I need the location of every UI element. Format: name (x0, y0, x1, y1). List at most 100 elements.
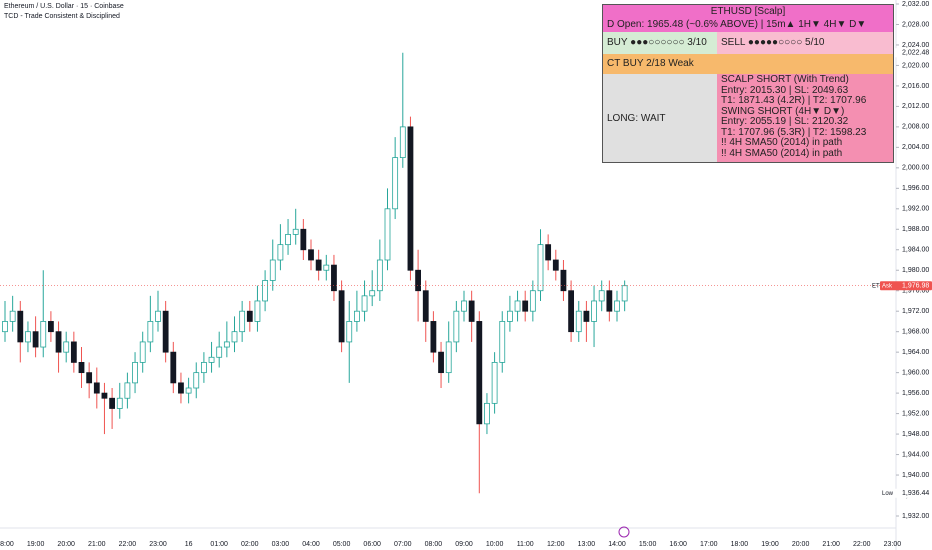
info-panel: ETHUSD [Scalp] D Open: 1965.48 (~0.6% AB… (602, 4, 894, 163)
y-tick-label: 1,984.00 (902, 247, 929, 254)
candle-body (392, 157, 399, 210)
signal-line: T1: 1871.43 (4.2R) | T2: 1707.96 (721, 95, 867, 106)
x-tick-label: 18:00 (731, 541, 749, 548)
candle-body (170, 351, 177, 384)
signals: SCALP SHORT (With Trend) Entry: 2015.30 |… (717, 74, 893, 162)
x-tick-label: 19:00 (761, 541, 779, 548)
panel-subtitle: D Open: 1965.48 (~0.6% ABOVE) | 15m▲ 1H▼… (603, 18, 893, 32)
candle-body (109, 397, 115, 409)
candle-body (361, 295, 368, 312)
candle-body (231, 331, 238, 343)
x-tick-label: 01:00 (210, 541, 228, 548)
candle-body (40, 321, 47, 348)
y-tick-label: 1,964.00 (902, 349, 929, 356)
candle-body (254, 300, 261, 322)
y-tick-label: 1,980.00 (902, 267, 929, 274)
y-tick-label: 1,952.00 (902, 410, 929, 417)
x-tick-label: 06:00 (363, 541, 381, 548)
candle-body (353, 310, 360, 322)
candle-body (185, 387, 192, 394)
y-tick-label: 1,976.00 (902, 288, 929, 295)
candle-body (453, 310, 460, 343)
candle-body (591, 300, 597, 322)
candle-body (430, 321, 437, 353)
candle-body (147, 321, 154, 343)
candle-body (262, 280, 269, 302)
signal-line: Entry: 2055.19 | SL: 2120.32 (721, 116, 849, 127)
buy-score: BUY ●●●○○○○○○ 3/10 (603, 32, 717, 54)
x-tick-label: 20:00 (57, 541, 75, 548)
y-tick-label: 1,940.00 (902, 472, 929, 479)
x-tick-label: 23:00 (149, 541, 167, 548)
candle-body (568, 290, 574, 333)
signal-line: Entry: 2015.30 | SL: 2049.63 (721, 84, 849, 96)
x-tick-label: 19:00 (27, 541, 45, 548)
y-tick-label: 1,988.00 (902, 226, 929, 233)
low_marker-value: 1,936.44 (902, 490, 929, 497)
y-tick-label: 1,960.00 (902, 369, 929, 376)
candle-body (308, 249, 314, 261)
candle-body (331, 264, 337, 292)
candle-body (300, 228, 307, 251)
candle-body (239, 310, 246, 333)
candle-body (499, 321, 506, 363)
signal-line: !! 4H SMA50 (2014) in path (721, 147, 843, 159)
sell-score: SELL ●●●●●○○○○ 5/10 (717, 32, 893, 54)
replay-icon (618, 526, 630, 538)
candle-body (438, 351, 444, 374)
candle-body (269, 259, 276, 281)
x-tick-label: 03:00 (272, 541, 290, 548)
candle-body (514, 300, 521, 312)
candle-body (86, 372, 93, 384)
y-tick-label: 1,948.00 (902, 431, 929, 438)
candle-body (621, 285, 628, 302)
candle-body (162, 310, 169, 353)
y-tick-label: 2,000.00 (902, 165, 929, 172)
long-status: LONG: WAIT (603, 74, 717, 162)
candle-body (70, 341, 77, 363)
candle-body (468, 300, 475, 322)
candle-body (55, 331, 62, 353)
candle-body (407, 126, 414, 271)
candle-body (25, 331, 31, 343)
panel-title: ETHUSD [Scalp] (603, 5, 893, 18)
x-tick-label: 12:00 (547, 541, 565, 548)
candle-body (415, 269, 422, 292)
high_marker-value: 2,022.48 (902, 50, 929, 57)
y-tick-label: 1,932.00 (902, 513, 929, 520)
y-tick-label: 1,944.00 (902, 451, 929, 458)
candle-body (529, 290, 536, 312)
x-tick-label: 18:00 (0, 541, 14, 548)
candle-body (132, 361, 138, 384)
x-tick-label: 07:00 (394, 541, 412, 548)
candle-body (32, 331, 39, 348)
signal-line: SCALP SHORT (With Trend) (721, 74, 849, 85)
candle-body (338, 290, 345, 343)
x-tick-label: 11:00 (517, 541, 534, 548)
candle-body (124, 382, 131, 399)
candle-body (606, 290, 613, 312)
x-tick-label: 08:00 (425, 541, 443, 548)
candle-body (208, 356, 215, 363)
x-tick-label: 15:00 (639, 541, 657, 548)
candle-body (78, 361, 85, 374)
candle-body (9, 310, 16, 322)
x-tick-label: 16 (185, 541, 193, 548)
indicator-name: TCD - Trade Consistent & Disciplined (4, 13, 120, 20)
y-tick-label: 1,956.00 (902, 390, 929, 397)
candle-body (399, 126, 406, 158)
candle-body (506, 310, 513, 322)
signal-line: T1: 1707.96 (5.3R) | T2: 1598.23 (721, 126, 867, 138)
ask-prefix: Ask (882, 283, 893, 289)
signal-line: SWING SHORT (4H▼ D▼) (721, 105, 845, 117)
symbol-tag: ETH (872, 283, 884, 289)
candle-body (48, 321, 54, 333)
candle-body (223, 341, 230, 348)
candle-body (422, 290, 429, 322)
ct-status: CT BUY 2/18 Weak (603, 54, 893, 74)
candle-body (101, 392, 108, 399)
candle-body (155, 310, 161, 322)
x-tick-label: 05:00 (333, 541, 351, 548)
